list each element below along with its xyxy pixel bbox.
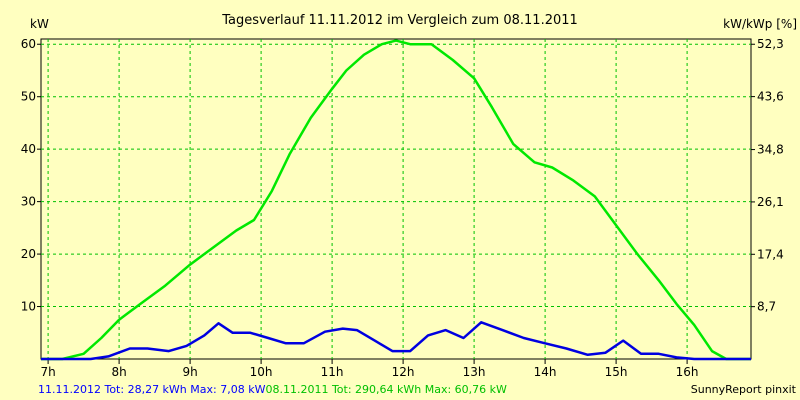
y-axis-left: 10 20 30 40 50 60 — [21, 37, 41, 314]
y2-tick-label: 26,1 — [757, 195, 784, 209]
y-tick-label: 60 — [21, 37, 36, 51]
series-line-11-11-2012 — [41, 321, 751, 361]
x-tick-label: 10h — [250, 365, 273, 379]
y-tick-label: 30 — [21, 195, 36, 209]
x-tick-label: 11h — [321, 365, 344, 379]
y2-tick-label: 52,3 — [757, 37, 784, 51]
y-tick-label: 10 — [21, 300, 36, 314]
x-tick-label: 8h — [111, 365, 126, 379]
x-tick-label: 16h — [676, 365, 699, 379]
y-tick-label: 50 — [21, 90, 36, 104]
y-axis-right: 8,7 17,4 26,1 34,8 43,6 52,3 — [751, 37, 784, 314]
series-line-08-11-2011 — [41, 39, 751, 361]
x-tick-label: 13h — [463, 365, 486, 379]
y-axis-right-label: kW/kWp [%] — [723, 17, 797, 31]
footer-stats: 11.11.2012 Tot: 28,27 kWh Max: 7,08 kW08… — [38, 383, 507, 396]
series-lines — [41, 39, 751, 361]
y2-tick-label: 43,6 — [757, 90, 784, 104]
y2-tick-label: 34,8 — [757, 143, 784, 157]
x-tick-label: 9h — [182, 365, 197, 379]
footer-2011-stats: 08.11.2011 Tot: 290,64 kWh Max: 60,76 kW — [265, 383, 507, 396]
y2-tick-label: 17,4 — [757, 247, 784, 261]
x-tick-label: 12h — [392, 365, 415, 379]
chart-title: Tagesverlauf 11.11.2012 im Vergleich zum… — [221, 13, 578, 28]
plot-area — [40, 38, 752, 360]
footer-2012-stats: 11.11.2012 Tot: 28,27 kWh Max: 7,08 kW — [38, 383, 266, 396]
x-tick-label: 14h — [534, 365, 557, 379]
y-tick-label: 20 — [21, 247, 36, 261]
y-tick-label: 40 — [21, 142, 36, 156]
y-axis-left-label: kW — [30, 17, 49, 31]
x-axis: 7h 8h 9h 10h 11h 12h 13h 14h 15h 16h — [40, 359, 699, 379]
x-tick-label: 7h — [40, 365, 55, 379]
x-tick-label: 15h — [605, 365, 628, 379]
grid — [41, 39, 751, 359]
footer-source: SunnyReport pinxit — [691, 383, 797, 396]
y2-tick-label: 8,7 — [757, 300, 776, 314]
